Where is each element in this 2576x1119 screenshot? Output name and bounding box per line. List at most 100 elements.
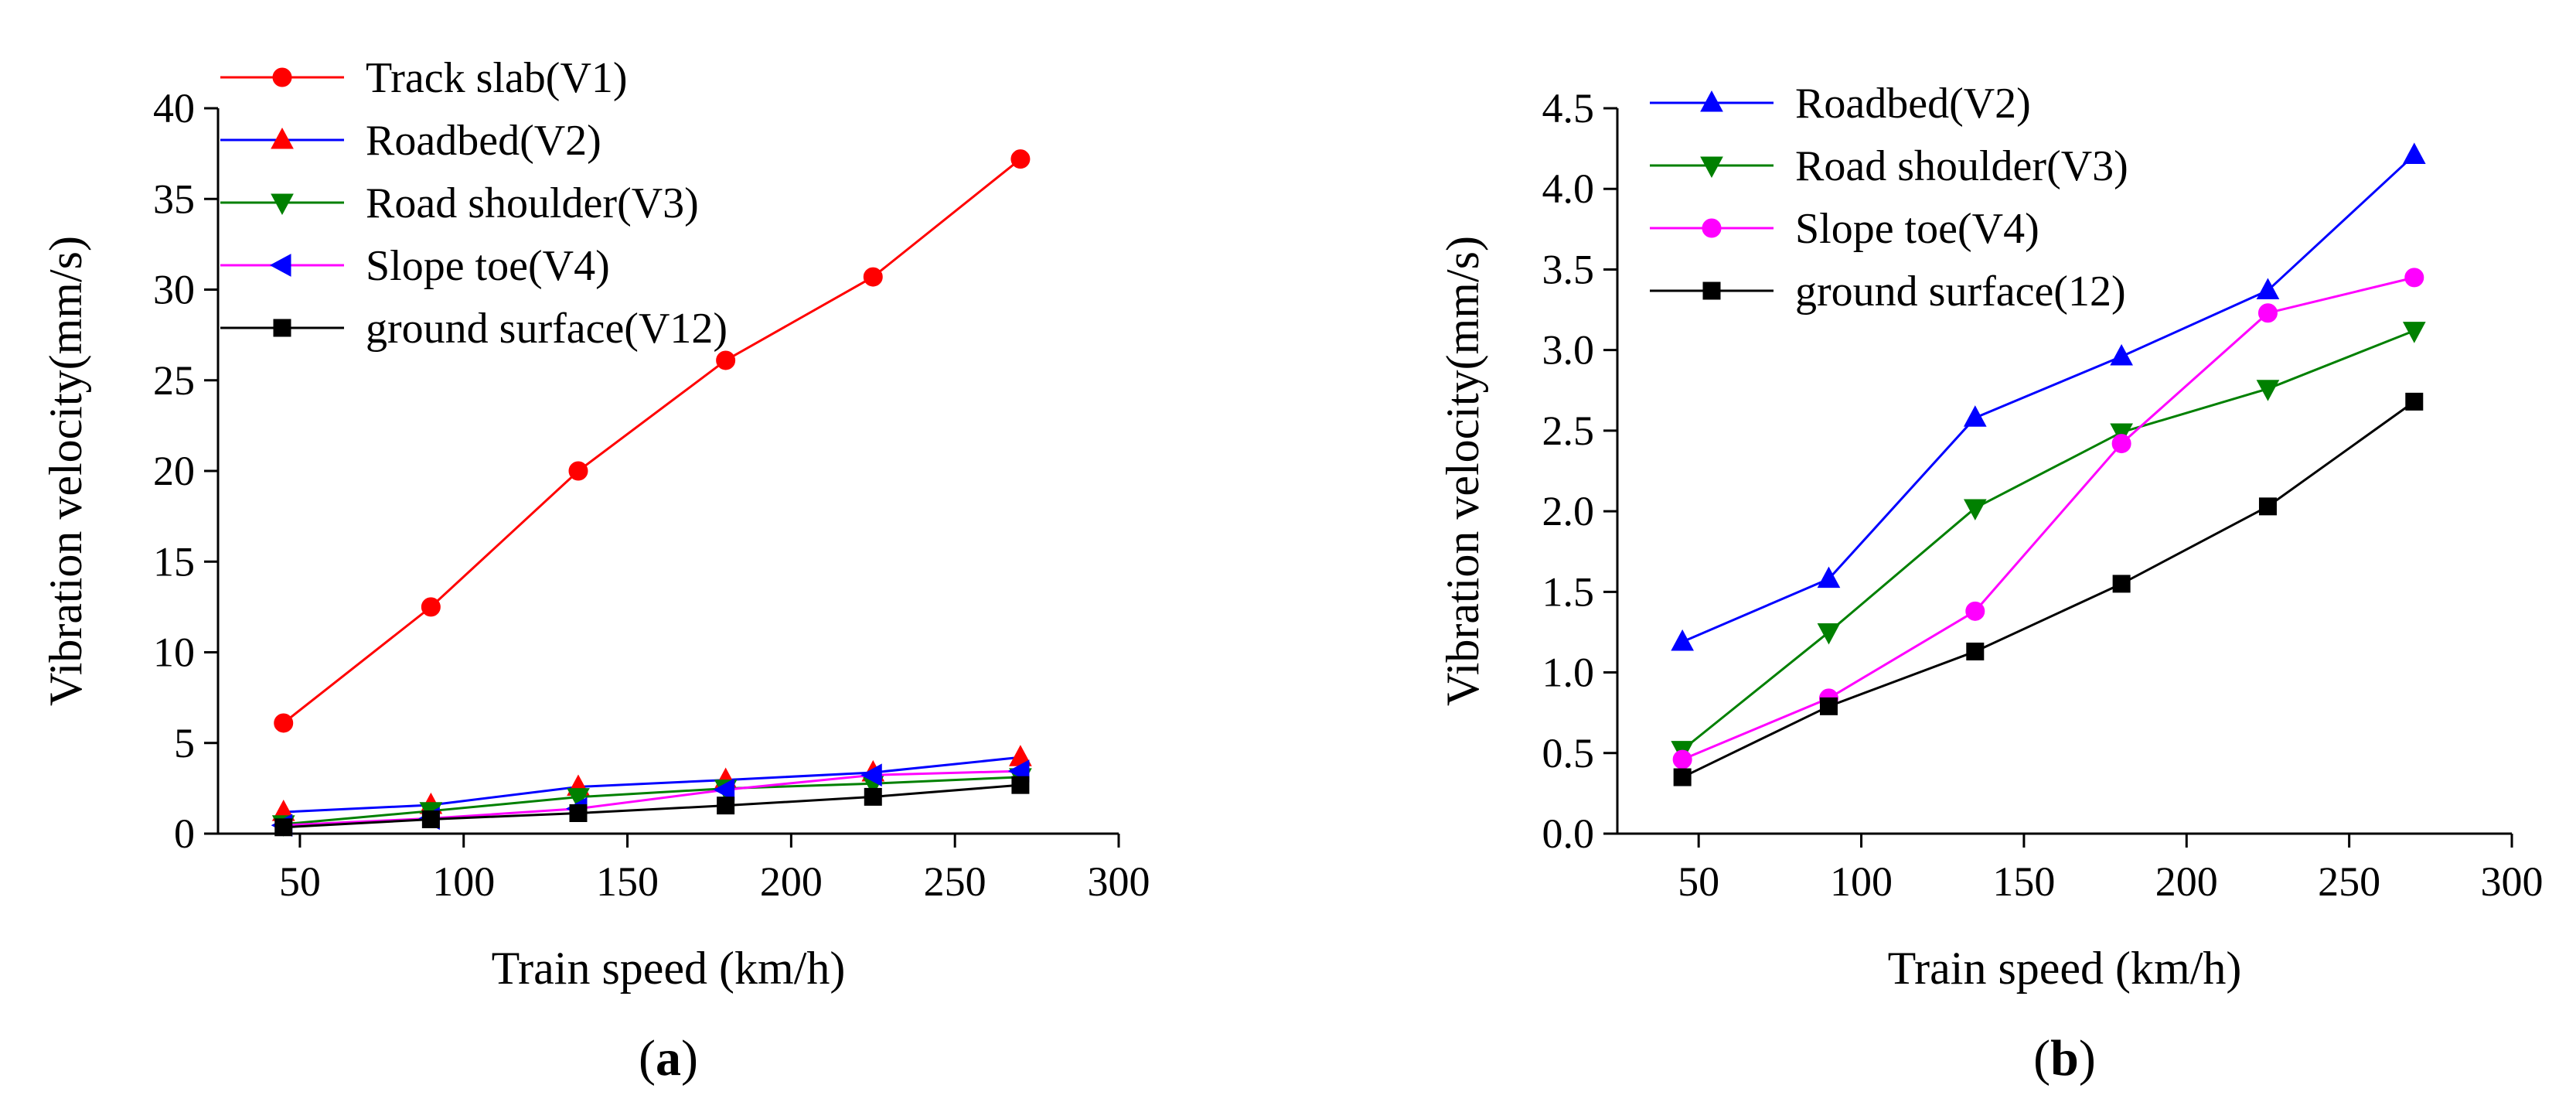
y-tick-label: 10 [153,629,195,676]
legend-item: Road shoulder(V3) [1650,142,2128,190]
x-axis-title: Train speed (km/h) [492,943,846,994]
data-point [421,597,441,617]
data-point [1817,566,1841,588]
legend-marker [271,193,294,216]
legend-item: Road shoulder(V3) [220,179,699,227]
x-tick-label: 100 [1830,858,1893,905]
y-tick-label: 1.0 [1542,650,1595,696]
data-point [2256,380,2280,401]
data-point [716,350,736,370]
data-point [421,810,440,828]
series-line [282,158,1021,725]
y-tick-label: 2.5 [1542,408,1595,454]
legend-item: Roadbed(V2) [1650,80,2031,128]
legend-item: ground surface(12) [1650,268,2126,316]
series-line [1682,154,2415,643]
y-tick-label: 4.0 [1542,165,1595,212]
legend-marker [1702,281,1721,300]
data-point [2256,278,2280,300]
legend-label: ground surface(V12) [366,305,727,353]
y-tick-label: 20 [153,448,195,494]
y-tick-label: 3.0 [1542,327,1595,374]
data-point [717,797,735,815]
data-point [274,818,293,837]
data-point [2405,392,2424,411]
y-tick-label: 5 [174,720,195,766]
data-point [1966,642,1985,660]
series-2 [271,768,1032,837]
plot-area [271,149,1032,838]
data-point [1673,768,1692,786]
legend-label: Track slab(V1) [366,54,628,102]
data-point [2110,343,2133,366]
data-point [1963,499,1987,520]
legend-label: Road shoulder(V3) [366,179,699,227]
y-axis-title: Vibration velocity(mm/s) [40,236,91,706]
x-tick-label: 300 [2481,858,2544,905]
series-2 [1672,268,2424,769]
legend-item: Slope toe(V4) [220,242,610,290]
data-point [2110,423,2133,445]
series-0 [1671,142,2426,651]
x-tick-label: 150 [596,858,659,905]
legend-marker [271,127,294,149]
data-point [2258,497,2277,516]
data-point [2111,434,2131,454]
y-tick-label: 3.5 [1542,246,1595,292]
legend-label: ground surface(12) [1795,268,2126,316]
legend-marker [1702,218,1722,238]
legend-label: Roadbed(V2) [366,117,601,165]
x-tick-label: 250 [2318,858,2380,905]
y-tick-label: 30 [153,267,195,313]
series-4 [274,776,1030,837]
series-line [1682,329,2415,751]
x-tick-label: 200 [760,858,823,905]
x-tick-label: 50 [1678,858,1719,905]
data-point [569,804,588,823]
legend-marker [269,254,291,277]
legend-label: Road shoulder(V3) [1795,142,2128,190]
legend-item: Roadbed(V2) [220,117,601,165]
legend-item: Track slab(V1) [220,54,628,102]
chart-panel-b: 50 100 150 200 250 300 0.0 0.5 1.0 1.5 2.0 2.5 3.0 3.… [1437,80,2544,1087]
x-tick-label: 150 [1992,858,2055,905]
data-point [860,763,882,787]
legend-marker [272,67,292,87]
data-point [567,788,590,810]
y-tick-label: 1.5 [1542,568,1595,615]
x-tick-label: 300 [1088,858,1150,905]
plot-area [1671,142,2426,786]
data-point [2404,268,2424,288]
data-point [1671,629,1694,651]
data-point [2112,575,2131,593]
legend-label: Slope toe(V4) [1795,205,2039,253]
y-tick-label: 2.0 [1542,488,1595,534]
legend: Track slab(V1) Roadbed(V2) Road shoulder(V… [220,54,727,353]
series-line [283,783,1021,829]
series-line [283,776,1021,826]
y-tick-label: 15 [153,538,195,585]
series-line [1682,276,2415,761]
y-axis-title: Vibration velocity(mm/s) [1437,236,1488,706]
data-point [2257,303,2278,323]
data-point [1819,697,1838,715]
x-tick-label: 50 [279,858,321,905]
y-tick-label: 0.5 [1542,730,1595,776]
series-0 [274,149,1031,733]
series-1 [1671,322,2426,762]
y-tick-label: 4.5 [1542,85,1595,131]
data-point [568,461,588,481]
axes: 50 100 150 200 250 300 0.0 0.5 1.0 1.5 2.0 2.5 3.0 3.… [1542,85,2544,905]
data-point [1817,623,1841,645]
data-point [863,267,883,287]
x-tick-label: 100 [432,858,495,905]
series-line [1682,401,2415,779]
y-tick-label: 40 [153,85,195,131]
data-point [2402,322,2426,343]
data-point [864,787,882,806]
data-point [1965,601,1985,621]
legend-item: Slope toe(V4) [1650,205,2039,253]
data-point [1963,405,1987,427]
x-tick-label: 250 [924,858,986,905]
